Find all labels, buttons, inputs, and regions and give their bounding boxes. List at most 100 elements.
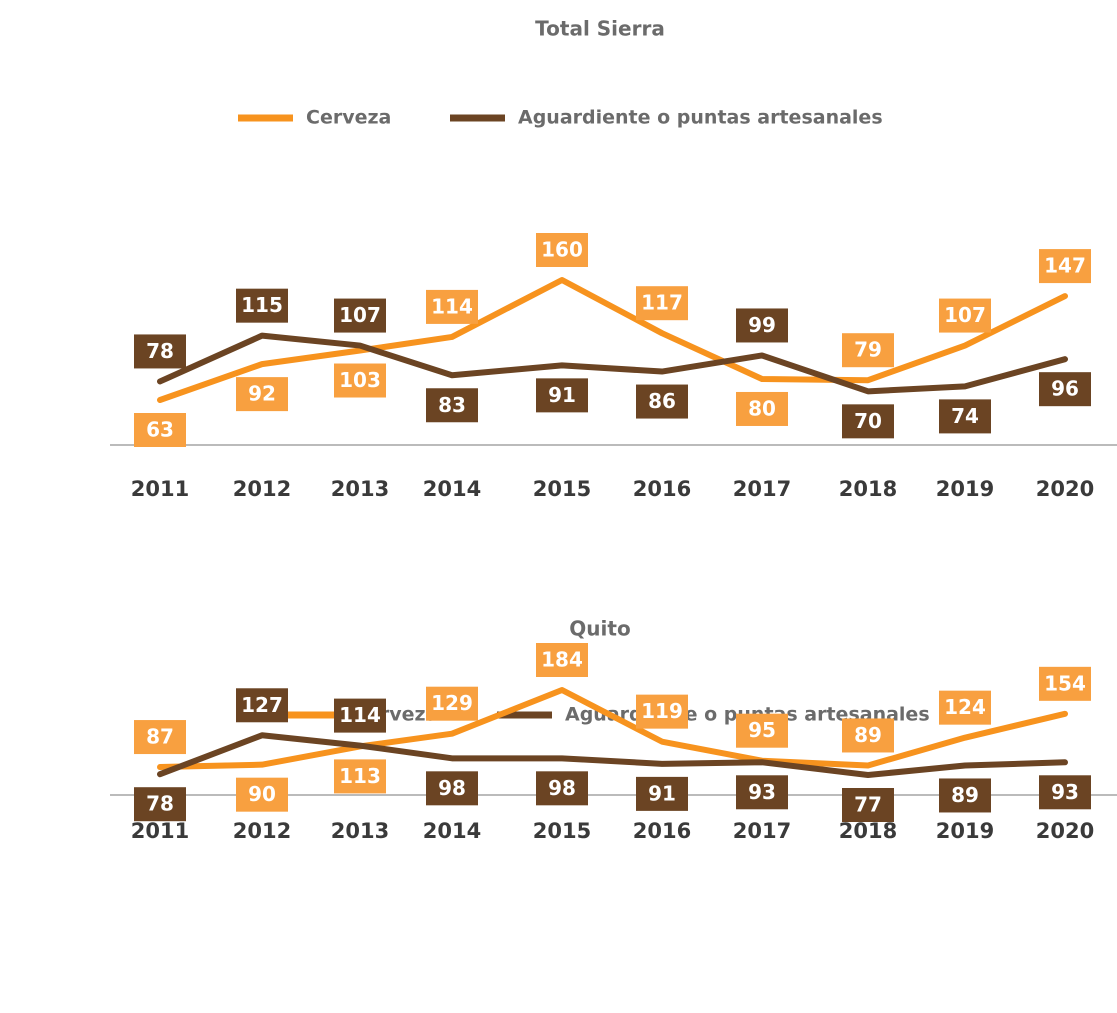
value-text: 107 xyxy=(339,303,381,327)
value-label: 107 xyxy=(334,299,386,333)
value-text: 89 xyxy=(854,723,882,747)
x-tick-label: 2017 xyxy=(733,819,791,843)
x-tick-label: 2013 xyxy=(331,477,389,501)
value-label: 184 xyxy=(536,643,588,677)
value-label: 95 xyxy=(736,714,788,748)
chart-title: Total Sierra xyxy=(535,17,665,41)
value-text: 114 xyxy=(431,294,473,318)
value-text: 154 xyxy=(1044,671,1086,695)
series-line xyxy=(160,735,1065,775)
value-label: 70 xyxy=(842,404,894,438)
value-label: 154 xyxy=(1039,667,1091,701)
value-text: 96 xyxy=(1051,377,1079,401)
value-text: 93 xyxy=(748,780,776,804)
value-label: 124 xyxy=(939,691,991,725)
legend-label: Aguardiente o puntas artesanales xyxy=(518,107,883,129)
value-text: 90 xyxy=(248,782,276,806)
x-tick-label: 2018 xyxy=(839,819,897,843)
value-label: 86 xyxy=(636,385,688,419)
value-label: 114 xyxy=(334,699,386,733)
value-text: 93 xyxy=(1051,780,1079,804)
value-label: 93 xyxy=(736,775,788,809)
value-text: 98 xyxy=(438,776,466,800)
value-text: 77 xyxy=(854,793,882,817)
x-tick-label: 2016 xyxy=(633,477,691,501)
value-label: 63 xyxy=(134,413,186,447)
value-label: 129 xyxy=(426,687,478,721)
value-text: 119 xyxy=(641,699,683,723)
x-tick-label: 2019 xyxy=(936,477,994,501)
value-label: 99 xyxy=(736,308,788,342)
value-label: 92 xyxy=(236,377,288,411)
value-text: 80 xyxy=(748,396,776,420)
value-text: 127 xyxy=(241,693,283,717)
x-tick-label: 2019 xyxy=(936,819,994,843)
value-text: 124 xyxy=(944,695,986,719)
x-tick-label: 2020 xyxy=(1036,819,1094,843)
value-text: 79 xyxy=(854,338,882,362)
legend-label: Cerveza xyxy=(306,107,391,129)
value-text: 117 xyxy=(641,291,683,315)
value-text: 83 xyxy=(438,393,466,417)
value-text: 115 xyxy=(241,293,283,317)
x-tick-label: 2011 xyxy=(131,477,189,501)
value-text: 103 xyxy=(339,368,381,392)
value-text: 74 xyxy=(951,404,979,428)
value-text: 95 xyxy=(748,718,776,742)
value-label: 113 xyxy=(334,759,386,793)
value-text: 89 xyxy=(951,783,979,807)
value-label: 78 xyxy=(134,787,186,821)
x-tick-label: 2012 xyxy=(233,819,291,843)
series-line xyxy=(160,336,1065,392)
value-text: 129 xyxy=(431,691,473,715)
value-text: 86 xyxy=(648,389,676,413)
x-tick-label: 2020 xyxy=(1036,477,1094,501)
value-label: 78 xyxy=(134,334,186,368)
value-text: 92 xyxy=(248,382,276,406)
value-label: 77 xyxy=(842,788,894,822)
value-label: 115 xyxy=(236,289,288,323)
value-label: 98 xyxy=(536,771,588,805)
value-text: 91 xyxy=(648,781,676,805)
value-text: 98 xyxy=(548,776,576,800)
value-label: 96 xyxy=(1039,372,1091,406)
x-tick-label: 2011 xyxy=(131,819,189,843)
value-label: 91 xyxy=(536,378,588,412)
page: Total Sierra Cerveza Aguardiente o puntas … xyxy=(0,0,1117,1013)
x-tick-label: 2012 xyxy=(233,477,291,501)
value-text: 114 xyxy=(339,703,381,727)
value-text: 78 xyxy=(146,339,174,363)
value-text: 147 xyxy=(1044,254,1086,278)
value-text: 78 xyxy=(146,792,174,816)
value-text: 99 xyxy=(748,313,776,337)
value-label: 89 xyxy=(939,778,991,812)
series-line xyxy=(160,690,1065,767)
x-tick-label: 2014 xyxy=(423,477,481,501)
value-label: 83 xyxy=(426,388,478,422)
value-label: 90 xyxy=(236,778,288,812)
value-label: 103 xyxy=(334,364,386,398)
x-tick-label: 2018 xyxy=(839,477,897,501)
value-text: 113 xyxy=(339,764,381,788)
value-label: 147 xyxy=(1039,249,1091,283)
value-label: 119 xyxy=(636,695,688,729)
x-tick-label: 2016 xyxy=(633,819,691,843)
value-text: 184 xyxy=(541,648,583,672)
value-label: 98 xyxy=(426,771,478,805)
value-label: 117 xyxy=(636,286,688,320)
value-label: 93 xyxy=(1039,775,1091,809)
value-label: 87 xyxy=(134,720,186,754)
value-label: 79 xyxy=(842,333,894,367)
value-label: 127 xyxy=(236,688,288,722)
x-tick-label: 2015 xyxy=(533,819,591,843)
value-label: 74 xyxy=(939,399,991,433)
value-text: 160 xyxy=(541,238,583,262)
value-text: 63 xyxy=(146,418,174,442)
x-tick-label: 2017 xyxy=(733,477,791,501)
x-tick-label: 2014 xyxy=(423,819,481,843)
value-text: 70 xyxy=(854,409,882,433)
value-text: 87 xyxy=(146,725,174,749)
value-label: 80 xyxy=(736,392,788,426)
chart-title: Quito xyxy=(569,617,630,641)
value-label: 160 xyxy=(536,233,588,267)
